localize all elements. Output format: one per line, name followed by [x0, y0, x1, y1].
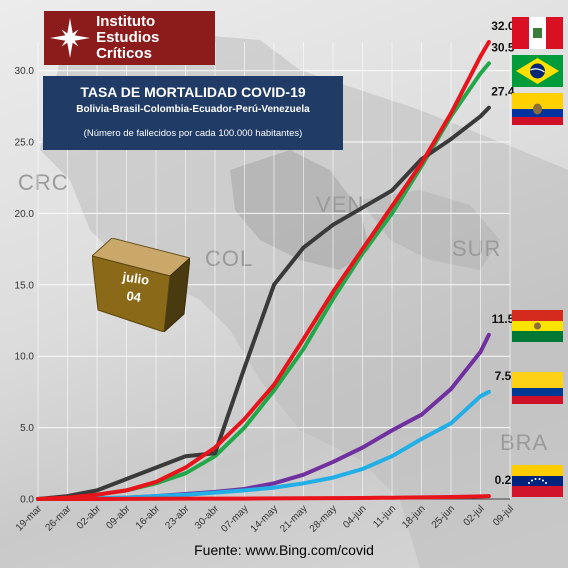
x-tick-label: 14-may	[249, 503, 280, 534]
series-line-peru	[36, 40, 491, 501]
map-label-bra: BRA	[500, 430, 548, 455]
x-tick-label: 30-abr	[193, 503, 222, 532]
x-tick-label: 18-jun	[400, 503, 427, 530]
x-tick-label: 09-jul	[491, 503, 516, 528]
y-tick-label: 15.0	[15, 280, 35, 291]
y-tick-label: 10.0	[15, 352, 35, 363]
badge-month: julio	[121, 269, 151, 288]
peru-flag-icon	[512, 17, 563, 49]
x-tick-label: 21-may	[278, 503, 309, 534]
x-tick-label: 04-jun	[341, 503, 368, 530]
x-tick-label: 19-mar	[14, 503, 45, 534]
land-shape	[230, 150, 370, 270]
x-tick-label: 11-jun	[371, 503, 398, 530]
end-label-peru: 32.0	[491, 19, 515, 33]
chart-subtitle: Bolivia-Brasil-Colombia-Ecuador-Perú-Ven…	[76, 104, 310, 115]
date-badge: julio 04	[92, 238, 190, 332]
y-tick-label: 0.0	[20, 495, 34, 506]
x-tick-label: 23-abr	[163, 503, 192, 532]
end-label-venezuela: 0.2	[495, 473, 512, 487]
chart-title-box: TASA DE MORTALIDAD COVID-19 Bolivia-Bras…	[43, 76, 343, 150]
logo-line-1: Instituto	[96, 13, 156, 30]
y-tick-label: 30.0	[15, 66, 35, 77]
y-tick-label: 20.0	[15, 209, 35, 220]
x-tick-label: 02-abr	[75, 503, 104, 532]
end-labels: 32.0 30.5 27.4 11.5 7.5 0.2	[491, 19, 515, 487]
brazil-flag-icon	[512, 55, 563, 87]
x-tick-label: 16-abr	[134, 503, 163, 532]
logo-line-2: Estudios Críticos	[96, 29, 160, 62]
source-text: Fuente: www.Bing.com/covid	[194, 542, 374, 558]
ecuador-flag-icon	[512, 93, 563, 125]
map-label-sur: SUR	[452, 236, 501, 261]
series-line-venezuela	[36, 494, 491, 501]
colombia-flag-icon	[512, 372, 563, 404]
end-label-bolivia: 11.5	[492, 312, 515, 326]
x-tick-label: 28-may	[308, 503, 339, 534]
end-label-colombia: 7.5	[495, 369, 512, 383]
institute-logo: Instituto Estudios Críticos	[44, 11, 215, 65]
compass-star-icon	[44, 11, 96, 65]
chart-title: TASA DE MORTALIDAD COVID-19	[80, 84, 306, 100]
end-label-brazil: 30.5	[491, 40, 515, 54]
bolivia-flag-icon	[512, 310, 563, 342]
x-tick-label: 07-may	[219, 503, 250, 534]
end-label-ecuador: 27.4	[491, 85, 515, 99]
chart-note: (Número de fallecidos por cada 100.000 h…	[83, 128, 303, 139]
badge-day: 04	[126, 288, 143, 305]
y-tick-label: 5.0	[20, 423, 34, 434]
series-line-ecuador	[36, 105, 491, 501]
x-tick-label: 09-abr	[104, 503, 133, 532]
x-tick-label: 25-jun	[430, 503, 457, 530]
x-tick-label: 02-jul	[462, 503, 487, 528]
map-label-crc: CRC	[18, 170, 69, 195]
series-lines	[36, 40, 491, 501]
x-tick-label: 26-mar	[43, 503, 74, 534]
y-tick-label: 25.0	[15, 137, 35, 148]
venezuela-flag-icon	[512, 465, 563, 497]
